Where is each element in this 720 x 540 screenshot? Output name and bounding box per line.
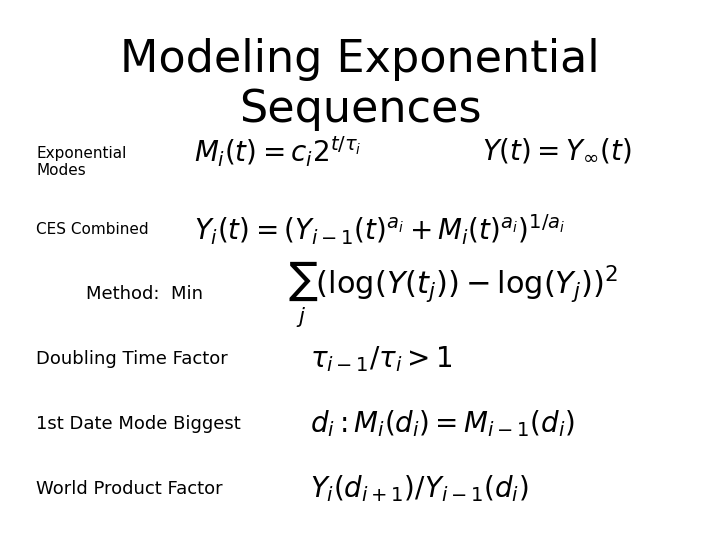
Text: $\sum_j (\log(Y(t_j)) - \log(Y_j))^2$: $\sum_j (\log(Y(t_j)) - \log(Y_j))^2$ bbox=[288, 259, 618, 329]
Text: $\tau_{i-1} / \tau_i > 1$: $\tau_{i-1} / \tau_i > 1$ bbox=[310, 344, 452, 374]
Text: $M_i(t) = c_i 2^{t/\tau_i}$: $M_i(t) = c_i 2^{t/\tau_i}$ bbox=[194, 134, 362, 168]
Text: Method:  Min: Method: Min bbox=[86, 285, 203, 303]
Text: 1st Date Mode Biggest: 1st Date Mode Biggest bbox=[36, 415, 240, 433]
Text: $Y_i(t) = (Y_{i-1}(t)^{a_i} + M_i(t)^{a_i})^{1/a_i}$: $Y_i(t) = (Y_{i-1}(t)^{a_i} + M_i(t)^{a_… bbox=[194, 212, 566, 247]
Text: Modeling Exponential
Sequences: Modeling Exponential Sequences bbox=[120, 38, 600, 131]
Text: Doubling Time Factor: Doubling Time Factor bbox=[36, 350, 228, 368]
Text: CES Combined: CES Combined bbox=[36, 222, 148, 237]
Text: $Y(t) = Y_{\infty}(t)$: $Y(t) = Y_{\infty}(t)$ bbox=[482, 137, 632, 165]
Text: Exponential
Modes: Exponential Modes bbox=[36, 146, 127, 178]
Text: $d_i : M_i(d_i) = M_{i-1}(d_i)$: $d_i : M_i(d_i) = M_{i-1}(d_i)$ bbox=[310, 408, 575, 440]
Text: $Y_i(d_{i+1}) / Y_{i-1}(d_i)$: $Y_i(d_{i+1}) / Y_{i-1}(d_i)$ bbox=[310, 473, 528, 504]
Text: World Product Factor: World Product Factor bbox=[36, 480, 222, 498]
